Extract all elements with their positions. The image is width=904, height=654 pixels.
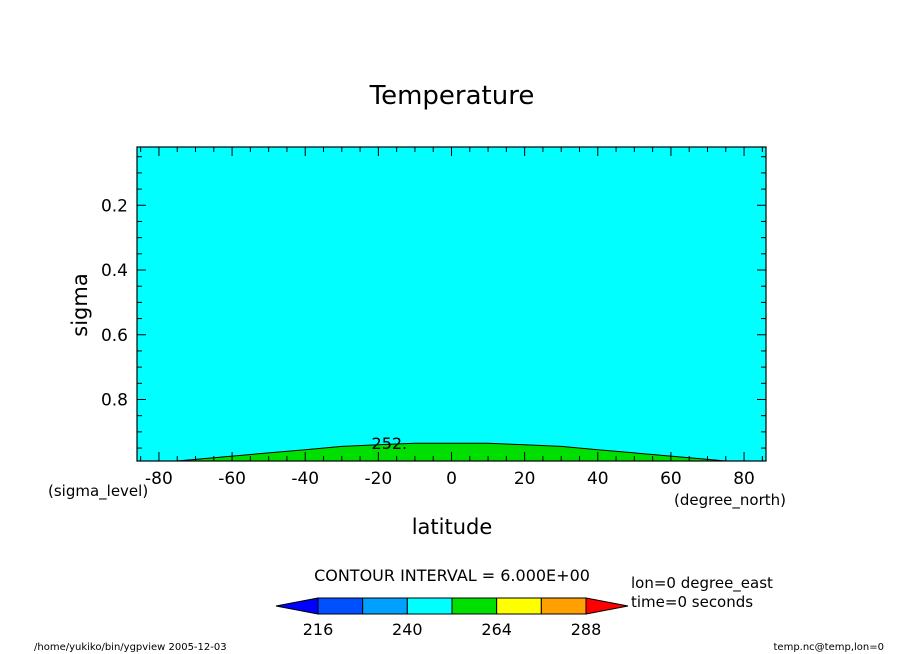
upper-fill-region xyxy=(137,147,766,461)
y-axis-unit: (sigma_level) xyxy=(48,482,148,501)
colorbar-segment xyxy=(406,597,453,615)
y-axis-label: sigma xyxy=(68,273,92,336)
contour-line-252 xyxy=(177,442,726,462)
axis-ticks xyxy=(137,147,766,461)
colorbar xyxy=(275,597,629,615)
x-tick-label: -80 xyxy=(145,469,173,489)
info-lon: lon=0 degree_east xyxy=(631,574,773,593)
footer-left: /home/yukiko/bin/ygpview 2005-12-03 xyxy=(34,642,227,653)
x-tick-labels: -80 -60 -40 -20 0 20 40 60 80 xyxy=(145,469,755,489)
colorbar-tick-label: 264 xyxy=(481,620,512,639)
x-tick-label: -40 xyxy=(291,469,319,489)
colorbar-segment xyxy=(317,597,364,615)
y-tick-labels: 0.2 0.4 0.6 0.8 xyxy=(101,196,128,410)
colorbar-segment xyxy=(496,597,542,615)
x-tick-label: 40 xyxy=(587,469,609,489)
contour-interval-text: CONTOUR INTERVAL = 6.000E+00 xyxy=(314,566,590,585)
chart-title: Temperature xyxy=(369,81,535,111)
x-axis-label: latitude xyxy=(412,515,493,539)
colorbar-segment xyxy=(451,597,498,615)
contour-label: 252. xyxy=(372,434,408,453)
x-tick-label: 20 xyxy=(514,469,536,489)
plot-area: 252. -80 -60 -40 -20 0 20 40 60 80 0.2 0.4 0.6 0.8 xyxy=(101,146,767,489)
x-tick-label: 80 xyxy=(733,469,755,489)
colorbar-tick-labels: 216 240 264 288 xyxy=(303,620,602,639)
colorbar-over-triangle xyxy=(585,597,629,615)
colorbar-tick-label: 216 xyxy=(303,620,334,639)
colorbar-tick-label: 240 xyxy=(392,620,423,639)
colorbar-segment xyxy=(362,597,408,615)
x-tick-label: -20 xyxy=(364,469,392,489)
y-tick-label: 0.2 xyxy=(101,196,128,216)
x-tick-label: -60 xyxy=(218,469,246,489)
colorbar-tick-label: 288 xyxy=(571,620,602,639)
info-time: time=0 seconds xyxy=(631,593,753,611)
x-axis-unit: (degree_north) xyxy=(674,491,786,510)
colorbar-under-triangle xyxy=(275,597,319,615)
y-tick-label: 0.8 xyxy=(101,390,128,410)
y-tick-label: 0.6 xyxy=(101,326,128,346)
x-tick-label: 60 xyxy=(660,469,682,489)
x-tick-label: 0 xyxy=(446,469,457,489)
footer-right: temp.nc@temp,lon=0 xyxy=(774,642,885,653)
colorbar-segment xyxy=(540,597,587,615)
y-tick-label: 0.4 xyxy=(101,261,128,281)
